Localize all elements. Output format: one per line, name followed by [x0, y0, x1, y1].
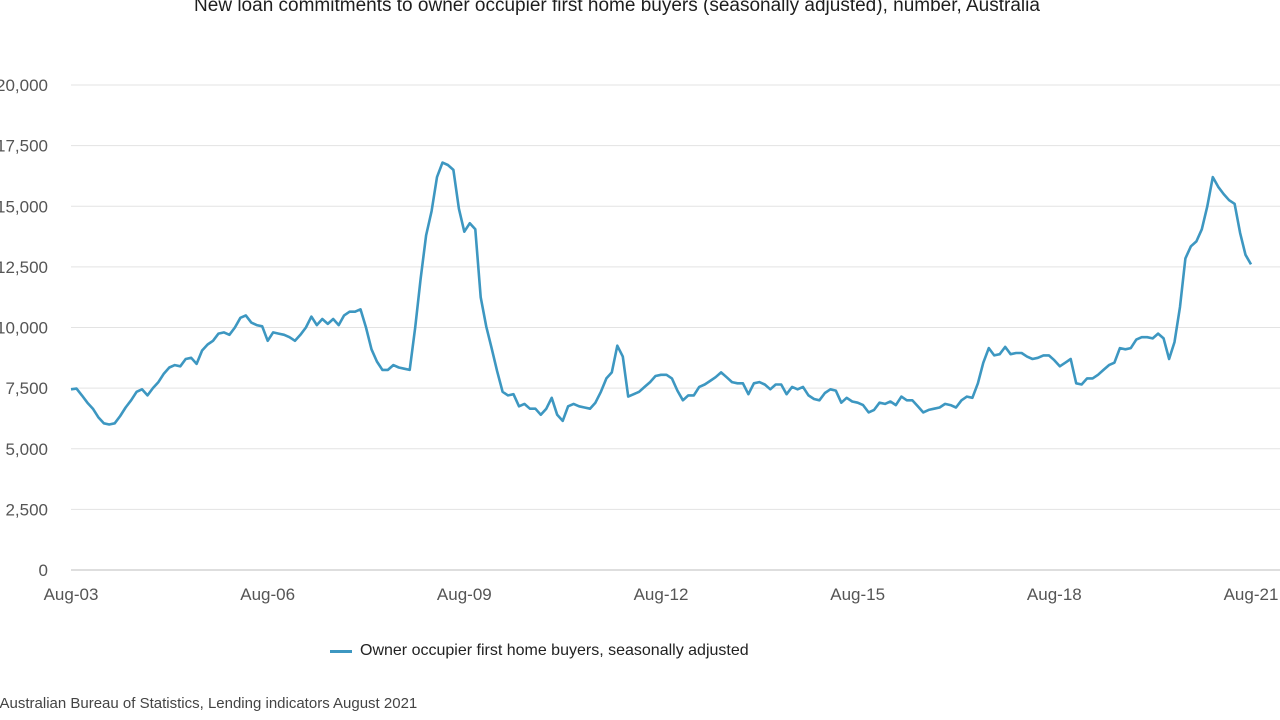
gridlines [71, 84, 1280, 571]
x-tick-label: Aug-18 [1027, 585, 1082, 604]
x-tick-label: Aug-03 [44, 585, 99, 604]
chart-title: New loan commitments to owner occupier f… [194, 0, 1040, 16]
y-tick-label: 2,500 [5, 500, 48, 519]
y-axis-ticks: 0 2,500 5,000 7,500 10,000 12,500 15,000 17,500… [0, 76, 48, 580]
y-tick-label: 12,500 [0, 258, 48, 277]
legend: Owner occupier first home buyers, season… [330, 642, 749, 660]
x-tick-label: Aug-06 [240, 585, 295, 604]
x-tick-label: Aug-12 [634, 585, 689, 604]
series-line [70, 161, 1253, 426]
y-tick-label: 5,000 [5, 440, 48, 459]
source-note: : Australian Bureau of Statistics, Lendi… [0, 695, 418, 712]
y-tick-label: 20,000 [0, 76, 48, 95]
legend-label: Owner occupier first home buyers, season… [360, 642, 749, 659]
line-chart: 0 2,500 5,000 7,500 10,000 12,500 15,000 17,500… [0, 76, 1280, 604]
x-tick-label: Aug-15 [830, 585, 885, 604]
y-tick-label: 17,500 [0, 137, 48, 156]
x-axis-ticks: Aug-03 Aug-06 Aug-09 Aug-12 Aug-15 Aug-18 Aug-… [44, 585, 1279, 604]
y-tick-label: 10,000 [0, 319, 48, 338]
y-tick-label: 7,500 [5, 379, 48, 398]
legend-swatch [330, 649, 352, 653]
x-tick-label: Aug-21 [1224, 585, 1279, 604]
series-layer [70, 161, 1253, 426]
y-tick-label: 15,000 [0, 197, 48, 216]
x-tick-label: Aug-09 [437, 585, 492, 604]
y-tick-label: 0 [39, 561, 48, 580]
